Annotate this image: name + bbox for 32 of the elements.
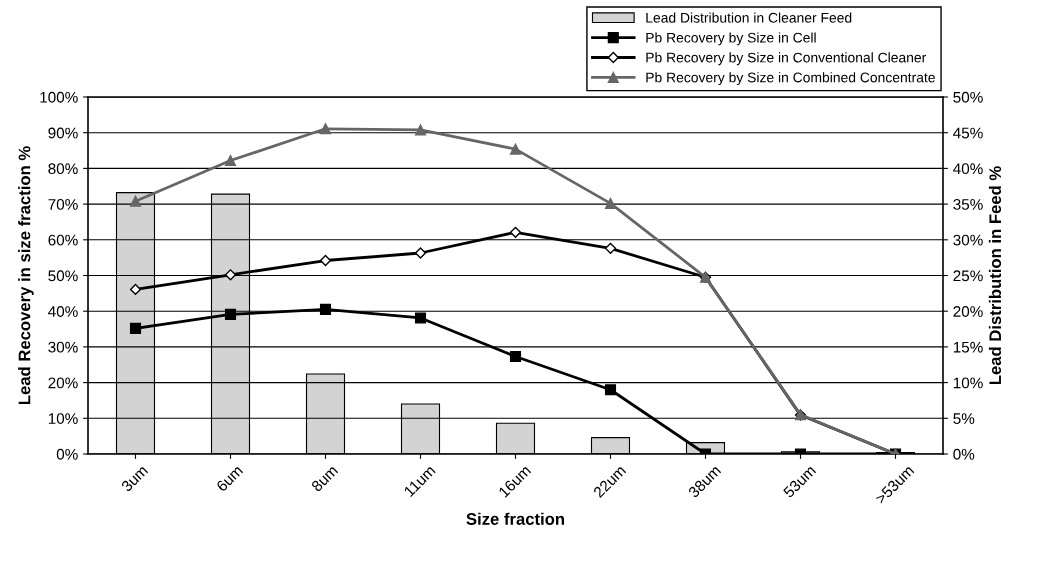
y2-tick-label: 40% [953,163,983,175]
y2-tick-label: 50% [953,91,983,103]
y2-tick-label: 15% [953,341,983,353]
y-tick-label: 70% [48,198,78,210]
y-tick-label: 40% [48,306,78,317]
y-tick-label: 0% [56,448,78,460]
legend-label: Pb Recovery by Size in Combined Concentrate [646,72,935,86]
y2-tick-label: 30% [953,234,983,246]
y2-tick-label: 0% [953,448,975,460]
x-tick-label: 3um [120,464,149,493]
y-tick-label: 30% [48,341,78,353]
y-tick-label: 100% [40,91,78,103]
legend-label: Pb Recovery by Size in Conventional Cleaner [646,52,927,66]
y2-tick-label: 35% [953,198,983,210]
x-tick-label: 8um [310,464,339,493]
y-tick-label: 10% [48,413,78,424]
legend-label: Pb Recovery by Size in Cell [646,32,816,46]
y2-tick-label: 10% [953,377,983,389]
x-tick-label: 6um [215,464,244,493]
y2-tick-label: 20% [953,306,983,317]
y-tick-label: 50% [48,270,78,282]
y-tick-label: 90% [48,127,78,139]
y-tick-label: 60% [48,234,78,246]
y2-tick-label: 45% [953,127,983,139]
y2-tick-label: 5% [953,413,975,424]
y-tick-label: 20% [48,377,78,389]
y-axis-title: Lead Recovery in size fraction % [18,146,34,405]
y2-tick-label: 25% [953,270,983,282]
y-tick-label: 80% [48,163,78,175]
y2-axis-title: Lead Distribution in Feed % [988,166,1002,385]
x-axis-title: Size fraction [466,512,565,525]
legend-label: Lead Distribution in Cleaner Feed [646,12,852,23]
